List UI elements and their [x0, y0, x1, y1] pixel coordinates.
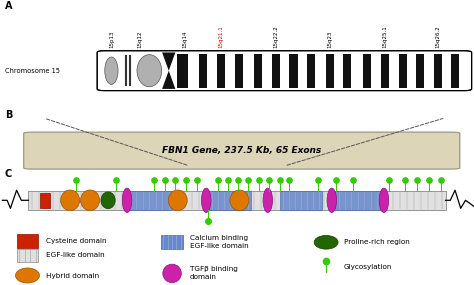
Text: FBN1 Gene, 237.5 Kb, 65 Exons: FBN1 Gene, 237.5 Kb, 65 Exons [162, 146, 321, 155]
Bar [17, 234, 38, 248]
Text: Proline-rich region: Proline-rich region [344, 239, 410, 245]
Ellipse shape [201, 188, 211, 213]
Text: TGFβ binding
domain: TGFβ binding domain [190, 266, 238, 280]
FancyBboxPatch shape [97, 51, 472, 91]
Bar [451, 54, 459, 88]
Bar [272, 54, 280, 88]
Text: 15q22.2: 15q22.2 [273, 25, 278, 48]
Text: Chromosome 15: Chromosome 15 [5, 68, 60, 74]
Text: C: C [5, 169, 12, 179]
Bar [235, 54, 243, 88]
Bar [161, 235, 183, 249]
Polygon shape [162, 71, 175, 89]
Bar [434, 54, 442, 88]
Text: 15q12: 15q12 [137, 30, 142, 48]
Polygon shape [162, 52, 175, 71]
Bar [326, 54, 334, 88]
Bar [127, 191, 172, 210]
Text: Calcium binding
EGF-like domain: Calcium binding EGF-like domain [190, 235, 249, 249]
Text: Glycosylation: Glycosylation [344, 264, 392, 270]
Bar [17, 249, 38, 262]
Ellipse shape [379, 188, 389, 213]
Bar [28, 191, 446, 210]
Bar [416, 54, 424, 88]
Bar [363, 54, 371, 88]
Ellipse shape [327, 188, 337, 213]
Text: Cysteine domain: Cysteine domain [46, 238, 106, 244]
Ellipse shape [314, 235, 338, 249]
Text: 15q25.1: 15q25.1 [383, 25, 387, 48]
FancyBboxPatch shape [24, 132, 460, 169]
Text: EGF-like domain: EGF-like domain [46, 253, 104, 258]
Bar [399, 54, 407, 88]
Bar [307, 54, 315, 88]
Ellipse shape [81, 190, 100, 211]
Ellipse shape [122, 188, 132, 213]
Ellipse shape [163, 264, 182, 283]
Ellipse shape [105, 57, 118, 84]
Bar [209, 191, 251, 210]
Ellipse shape [61, 190, 80, 211]
Ellipse shape [263, 188, 273, 213]
Text: 15q14: 15q14 [182, 30, 187, 48]
Ellipse shape [101, 192, 115, 209]
Ellipse shape [137, 55, 162, 87]
Bar [177, 54, 188, 88]
Bar [381, 54, 389, 88]
Text: 15q23: 15q23 [328, 30, 332, 48]
Text: 15q21.1: 15q21.1 [219, 25, 223, 48]
Text: B: B [5, 109, 12, 119]
Text: 15p13: 15p13 [109, 30, 114, 48]
Ellipse shape [16, 268, 39, 283]
Bar [199, 54, 207, 88]
Ellipse shape [168, 190, 187, 211]
Bar [336, 191, 380, 210]
Ellipse shape [230, 190, 249, 211]
Bar [289, 54, 298, 88]
Bar [217, 54, 225, 88]
Text: A: A [5, 1, 12, 11]
Bar [254, 54, 262, 88]
Bar [40, 193, 50, 208]
Text: 15q26.2: 15q26.2 [436, 25, 440, 48]
Bar [343, 54, 351, 88]
Bar [280, 191, 322, 210]
Text: Hybrid domain: Hybrid domain [46, 272, 99, 278]
